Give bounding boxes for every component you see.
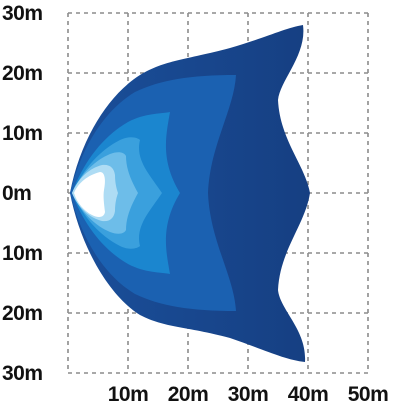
y-axis-tick-labels: 30m 20m 10m 0m 10m 20m 30m bbox=[2, 2, 43, 385]
y-tick-label: 10m bbox=[2, 242, 43, 265]
x-tick-label: 30m bbox=[228, 383, 269, 406]
x-axis-tick-labels: 10m 20m 30m 40m 50m bbox=[108, 383, 389, 406]
y-tick-label: 20m bbox=[2, 302, 43, 325]
x-tick-label: 20m bbox=[168, 383, 209, 406]
y-tick-label: 20m bbox=[2, 62, 43, 85]
beam-zone-core bbox=[74, 172, 105, 217]
y-tick-label: 30m bbox=[2, 2, 43, 25]
beam-pattern bbox=[70, 25, 310, 362]
x-tick-label: 10m bbox=[108, 383, 149, 406]
y-tick-label: 0m bbox=[2, 182, 31, 205]
x-tick-label: 40m bbox=[288, 383, 329, 406]
y-tick-label: 30m bbox=[2, 362, 43, 385]
x-tick-label: 50m bbox=[348, 383, 389, 406]
y-tick-label: 10m bbox=[2, 122, 43, 145]
